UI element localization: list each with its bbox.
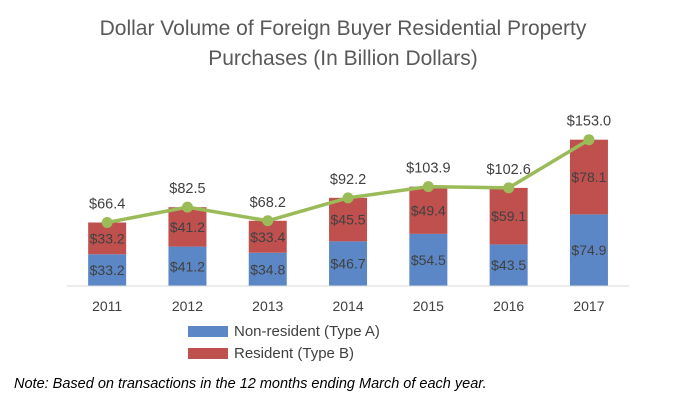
data-label-resident: $59.1	[491, 208, 526, 224]
x-tick-label: 2017	[573, 298, 604, 314]
data-label-non-resident: $74.9	[571, 242, 606, 258]
data-label-non-resident: $34.8	[250, 261, 285, 277]
bar-resident	[569, 139, 608, 215]
total-point	[503, 182, 515, 194]
total-point	[262, 215, 274, 227]
bar-non-resident	[329, 241, 368, 286]
data-label-resident: $41.2	[170, 219, 205, 235]
footnote: Note: Based on transactions in the 12 mo…	[14, 376, 487, 392]
data-label-resident: $33.2	[90, 230, 125, 246]
bar-resident	[409, 186, 448, 234]
data-label-resident: $45.5	[331, 212, 366, 228]
x-tick-label: 2011	[92, 298, 122, 314]
data-label-resident: $78.1	[571, 169, 606, 185]
legend-swatch-resident	[188, 347, 228, 359]
total-point	[422, 181, 434, 193]
data-label-non-resident: $33.2	[90, 262, 125, 278]
total-label: $92.2	[330, 172, 366, 188]
bar-non-resident	[88, 254, 127, 286]
total-label: $103.9	[406, 161, 450, 177]
bar-resident	[329, 197, 368, 242]
total-label: $102.6	[486, 162, 530, 178]
data-label-resident: $33.4	[250, 229, 285, 245]
legend-label-resident: Resident (Type B)	[234, 344, 355, 362]
total-point	[342, 192, 354, 204]
bar-non-resident	[489, 244, 528, 286]
total-label: $153.0	[567, 114, 611, 130]
legend-item-non-resident: Non-resident (Type A)	[188, 320, 380, 342]
bar-non-resident	[409, 233, 448, 286]
total-label: $68.2	[250, 195, 286, 211]
bar-non-resident	[248, 252, 287, 286]
data-label-non-resident: $41.2	[170, 258, 205, 274]
bar-resident	[168, 207, 207, 247]
legend-swatch-non-resident	[188, 325, 228, 337]
x-tick-label: 2013	[252, 298, 283, 314]
x-tick-label: 2012	[172, 298, 203, 314]
total-label: $82.5	[169, 181, 205, 197]
total-point	[101, 217, 113, 229]
stacked-bar-chart: $33.2 $33.2 2011 $41.2 $41.2 2012 $34.8 $33.4 20…	[67, 114, 630, 314]
total-point	[583, 134, 595, 146]
legend-label-non-resident: Non-resident (Type A)	[234, 322, 380, 340]
x-tick-label: 2016	[493, 298, 524, 314]
legend: Non-resident (Type A) Resident (Type B)	[188, 320, 380, 364]
data-label-non-resident: $43.5	[491, 257, 526, 273]
chart-title-line-1: Dollar Volume of Foreign Buyer Residenti…	[99, 17, 587, 40]
total-point	[181, 201, 193, 213]
legend-item-resident: Resident (Type B)	[188, 342, 380, 364]
x-tick-label: 2015	[413, 298, 444, 314]
data-label-non-resident: $46.7	[331, 256, 366, 272]
data-label-resident: $49.4	[411, 202, 446, 218]
chart-title: Dollar Volume of Foreign Buyer Residenti…	[0, 14, 686, 74]
bar-resident	[489, 187, 528, 245]
data-label-non-resident: $54.5	[411, 252, 446, 268]
chart-title-line-2: Purchases (In Billion Dollars)	[208, 47, 478, 70]
bar-non-resident	[569, 214, 608, 286]
bar-non-resident	[168, 246, 207, 286]
x-tick-label: 2014	[332, 298, 363, 314]
total-label: $66.4	[89, 197, 125, 213]
